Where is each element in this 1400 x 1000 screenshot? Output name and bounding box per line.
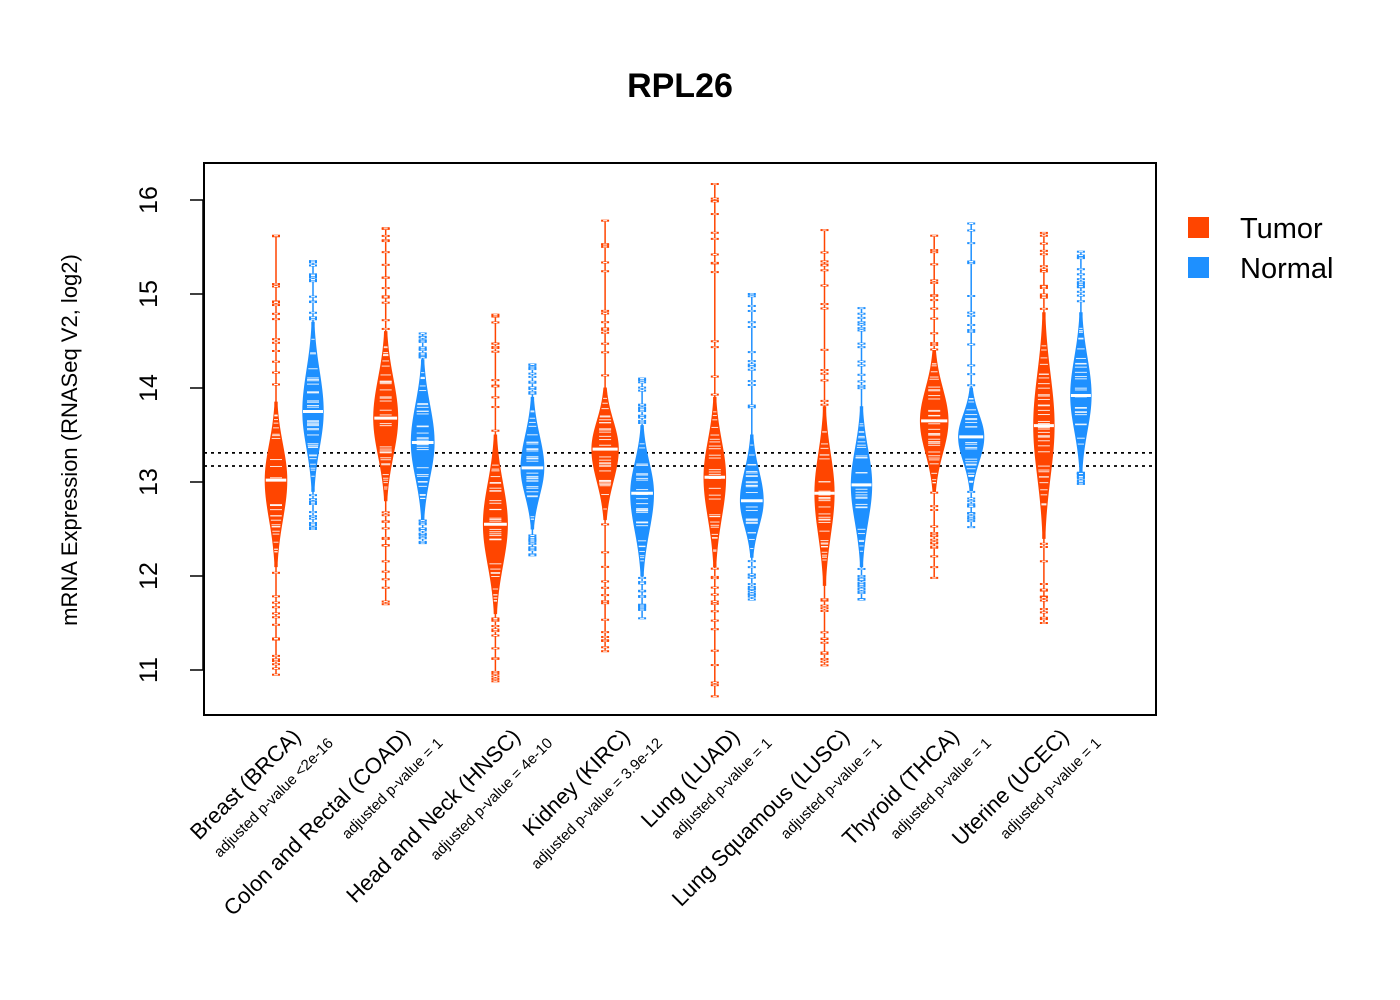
tumor-violin [1033, 231, 1055, 624]
violin-body [850, 406, 873, 568]
y-tick-label: 15 [135, 280, 163, 308]
legend-label: Tumor [1240, 213, 1323, 245]
y-tick-label: 14 [135, 374, 163, 402]
normal-violin [958, 222, 985, 529]
normal-violin [739, 293, 764, 601]
y-tick-label: 13 [135, 468, 163, 496]
normal-violin [410, 332, 435, 545]
tumor-violin [482, 313, 508, 683]
violin-body [264, 401, 288, 568]
y-tick-label: 11 [135, 657, 163, 683]
tumor-violin [373, 227, 399, 606]
tumor-violin [919, 234, 949, 579]
legend-label: Normal [1240, 253, 1333, 285]
normal-violin [520, 363, 545, 557]
y-axis: 11 12 13 14 15 16 [135, 186, 204, 683]
violin-body [1070, 312, 1092, 474]
legend-swatch [1188, 257, 1209, 278]
normal-violin [1070, 250, 1092, 485]
tumor-violin [703, 183, 727, 698]
violin-body [814, 406, 835, 586]
reference-lines [204, 451, 1156, 467]
violin-body [520, 396, 545, 530]
y-tick-label: 12 [135, 562, 163, 590]
plot-frame [203, 162, 1157, 716]
violin-body [630, 425, 655, 577]
violin-body [739, 434, 764, 558]
tumor-violin [264, 234, 288, 676]
normal-violin [302, 260, 324, 530]
violin-body [703, 396, 727, 568]
x-axis-labels: Breast (BRCA)adjusted p-value <2e-16Colo… [185, 724, 1105, 921]
legend-swatch [1188, 217, 1209, 238]
legend: Tumor Normal [1188, 213, 1333, 285]
violin-body [410, 359, 435, 521]
violin-body [958, 387, 985, 492]
y-axis-label: mRNA Expression (RNASeq V2, log2) [57, 254, 82, 626]
violin-body [591, 387, 619, 521]
violins [264, 183, 1092, 698]
tumor-violin [814, 229, 835, 667]
tumor-violin [591, 219, 619, 653]
normal-violin [630, 377, 655, 620]
violin-body [373, 331, 399, 502]
y-tick-label: 16 [135, 186, 163, 214]
normal-violin [850, 307, 873, 601]
chart-title: RPL26 [627, 67, 733, 105]
